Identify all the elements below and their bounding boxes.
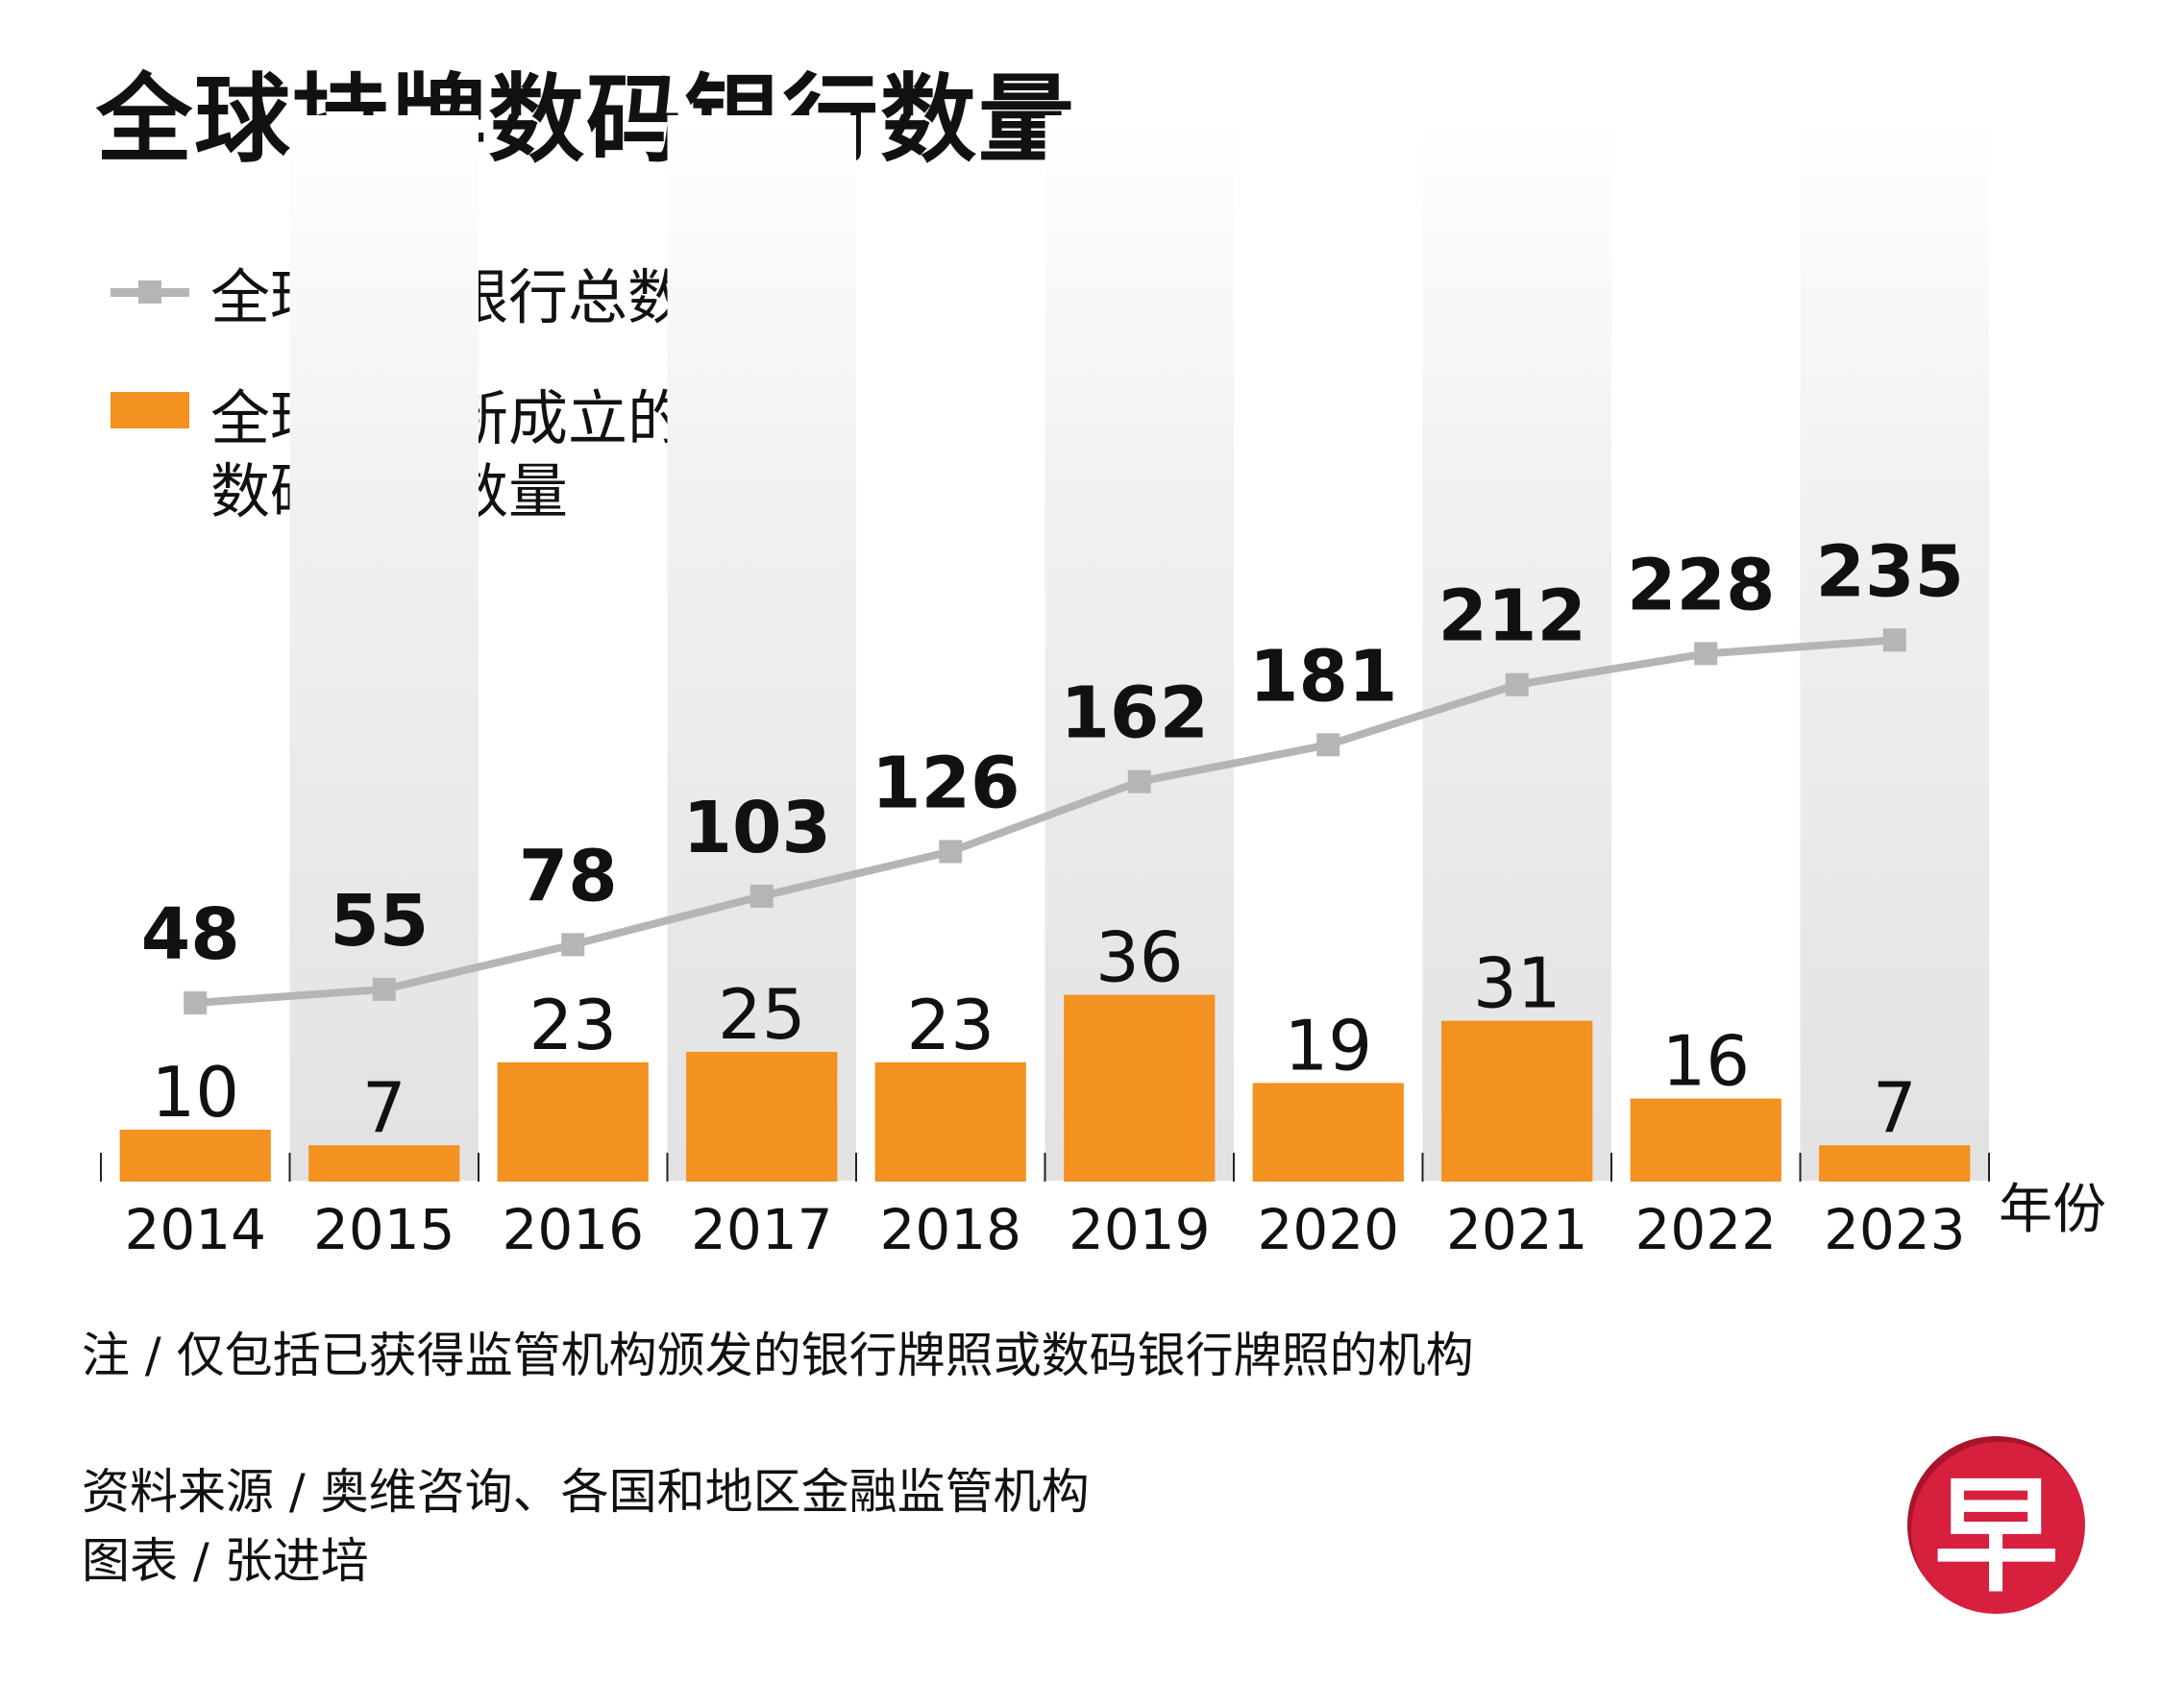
x-tick-label-2015: 2015 [313, 1197, 455, 1262]
bar-legend-swatch [111, 392, 189, 428]
new-banks-label-2021: 31 [1473, 943, 1561, 1024]
new-banks-label-2019: 36 [1095, 917, 1184, 998]
total-banks-point-2023 [1882, 628, 1906, 652]
x-tick-label-2021: 2021 [1446, 1197, 1588, 1262]
total-banks-label-2014: 48 [141, 893, 240, 976]
x-tick-label-2017: 2017 [691, 1197, 833, 1262]
zaobao-logo-icon: 早 [1907, 1436, 2085, 1614]
x-axis-label: 年份 [1999, 1179, 2106, 1241]
new-banks-bar-2022 [1630, 1098, 1781, 1182]
total-banks-label-2018: 126 [872, 742, 1020, 824]
total-banks-label-2023: 235 [1816, 530, 1964, 613]
new-banks-bar-2017 [686, 1052, 838, 1182]
x-tick-label-2014: 2014 [124, 1197, 266, 1262]
x-tick-label-2020: 2020 [1257, 1197, 1399, 1262]
total-banks-label-2017: 103 [683, 787, 831, 869]
x-tick-label-2023: 2023 [1824, 1197, 1966, 1262]
total-banks-label-2015: 55 [330, 880, 429, 963]
credit-note: 图表 / 张进培 [82, 1533, 369, 1589]
total-banks-label-2020: 181 [1249, 635, 1397, 718]
line-legend-swatch [111, 261, 189, 319]
new-banks-label-2016: 23 [528, 985, 617, 1065]
logo-char: 早 [1933, 1462, 2059, 1609]
new-banks-label-2014: 10 [151, 1052, 239, 1133]
total-banks-label-2019: 162 [1061, 672, 1209, 755]
total-banks-point-2017 [749, 884, 774, 908]
x-tick-label-2022: 2022 [1634, 1197, 1777, 1262]
new-banks-bar-2023 [1819, 1145, 1971, 1182]
total-banks-point-2021 [1505, 672, 1529, 696]
total-banks-point-2022 [1694, 642, 1718, 666]
new-banks-label-2020: 19 [1284, 1005, 1372, 1086]
new-banks-bar-2016 [497, 1061, 649, 1182]
new-banks-bar-2019 [1064, 994, 1216, 1182]
new-banks-bar-2020 [1252, 1083, 1404, 1182]
total-banks-label-2022: 228 [1627, 544, 1775, 626]
x-tick-label-2019: 2019 [1069, 1197, 1211, 1262]
x-tick-label-2016: 2016 [502, 1197, 644, 1262]
total-banks-point-2015 [372, 977, 396, 1001]
new-banks-label-2017: 25 [718, 974, 806, 1055]
total-banks-label-2016: 78 [519, 835, 618, 917]
total-banks-line [194, 636, 1896, 1007]
footnote: 注 / 仅包括已获得监管机构颁发的银行牌照或数码银行牌照的机构 [82, 1328, 1474, 1383]
new-banks-label-2018: 23 [906, 985, 995, 1065]
total-banks-point-2016 [561, 933, 585, 957]
new-banks-label-2015: 7 [362, 1067, 406, 1148]
new-banks-bar-2021 [1441, 1020, 1593, 1182]
new-banks-bar-2018 [874, 1061, 1026, 1182]
total-banks-point-2019 [1127, 769, 1151, 793]
background-band [289, 115, 479, 1182]
source-note: 资料来源 / 奥维咨询、各国和地区金融监管机构 [82, 1464, 1090, 1520]
total-banks-label-2021: 212 [1438, 575, 1586, 658]
new-banks-bar-2015 [308, 1145, 460, 1182]
total-banks-point-2014 [184, 991, 208, 1014]
x-tick-label-2018: 2018 [879, 1197, 1021, 1262]
chart-title: 全球持牌数码银行数量 [96, 63, 1076, 176]
total-banks-point-2018 [939, 840, 963, 864]
background-band [1422, 115, 1611, 1182]
combo-chart: 10 7 23 25 23 36 19 31 16 7 48 55 78 103 126 162 181 212… [100, 115, 2106, 1262]
background-band [667, 115, 856, 1182]
new-banks-bar-2014 [119, 1130, 271, 1182]
total-banks-point-2020 [1316, 733, 1340, 757]
new-banks-label-2023: 7 [1873, 1067, 1917, 1148]
new-banks-label-2022: 16 [1661, 1021, 1750, 1102]
